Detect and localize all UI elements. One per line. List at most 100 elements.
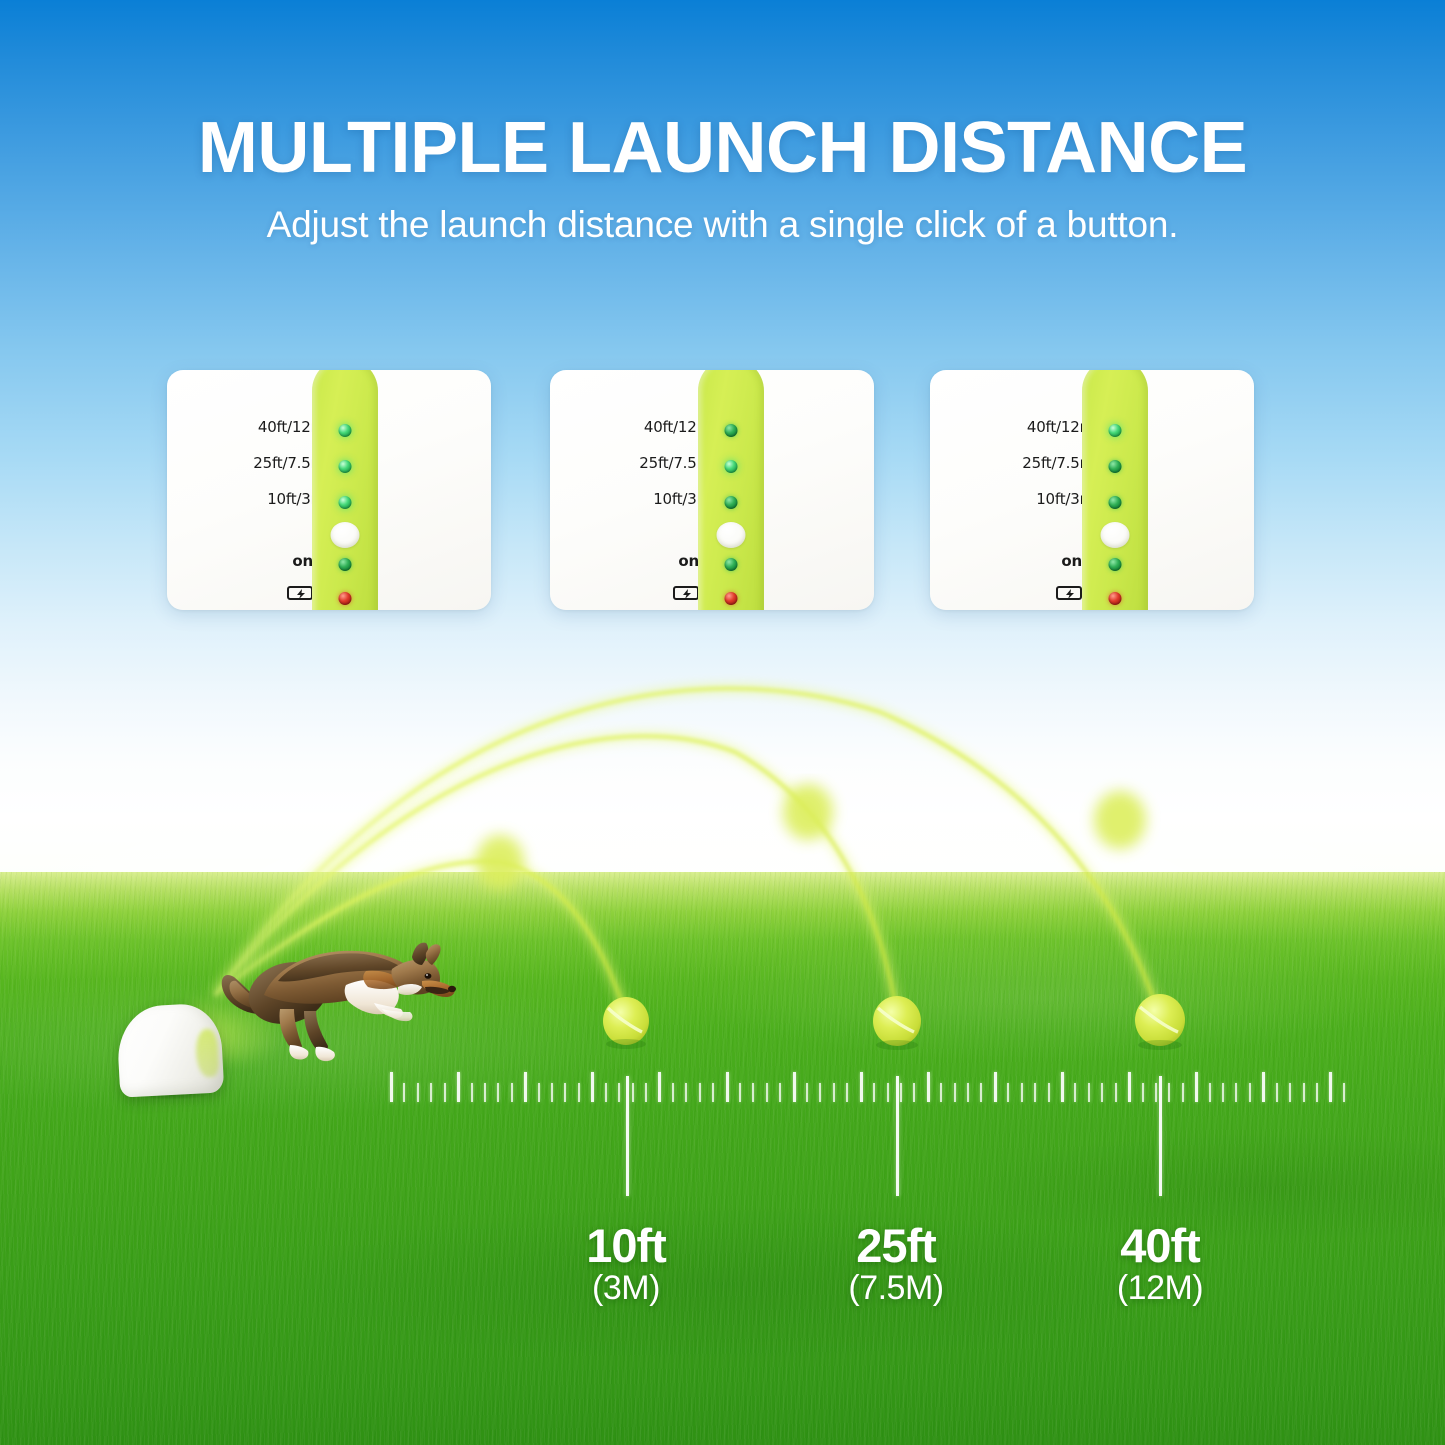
ruler-tick-minor bbox=[980, 1083, 983, 1102]
ball-launcher bbox=[110, 1002, 230, 1103]
ruler-tick-minor bbox=[416, 1083, 419, 1102]
distance-40ft-meters: (12M) bbox=[1116, 1269, 1204, 1307]
ruler-tick-minor bbox=[940, 1083, 943, 1102]
ruler-tick-minor bbox=[1034, 1083, 1037, 1102]
mode-button[interactable] bbox=[1100, 522, 1130, 548]
mode-button[interactable] bbox=[330, 522, 360, 548]
battery-charging-icon bbox=[287, 586, 316, 600]
ruler-tick-minor bbox=[832, 1083, 835, 1102]
panel-label-40ft: 40ft/12m bbox=[1026, 418, 1094, 436]
ruler-tick-minor bbox=[631, 1083, 634, 1102]
ruler-tick-minor bbox=[510, 1083, 513, 1102]
ruler-tick-minor bbox=[913, 1083, 916, 1102]
ruler-tick-minor bbox=[671, 1083, 674, 1102]
ruler-tick-minor bbox=[1222, 1083, 1225, 1102]
ruler-tick-minor bbox=[1020, 1083, 1023, 1102]
distance-25ft-feet: 25ft bbox=[856, 1219, 937, 1272]
mode-button[interactable] bbox=[716, 522, 746, 548]
led-power bbox=[724, 558, 738, 571]
panel-label-10ft: 10ft/3m bbox=[267, 490, 325, 508]
ruler-tick-major bbox=[725, 1072, 729, 1102]
ruler-tick-minor bbox=[537, 1083, 540, 1102]
marker-line-25ft bbox=[896, 1076, 899, 1196]
ruler-tick-major bbox=[457, 1072, 461, 1102]
ruler-tick-minor bbox=[483, 1083, 486, 1102]
ruler-tick-major bbox=[926, 1072, 930, 1102]
panel-label-25ft: 25ft/7.5m bbox=[639, 454, 711, 472]
led-10ft bbox=[1108, 496, 1122, 509]
ruler-tick-minor bbox=[685, 1083, 688, 1102]
ruler-tick-minor bbox=[470, 1083, 473, 1102]
led-10ft bbox=[724, 496, 738, 509]
ruler-tick-major bbox=[524, 1072, 528, 1102]
ruler-tick-minor bbox=[1289, 1083, 1292, 1102]
led-power bbox=[1108, 558, 1122, 571]
distance-25ft: 25ft (7.5M) bbox=[790, 1222, 1002, 1307]
ruler-tick-major bbox=[792, 1072, 796, 1102]
ruler-tick-minor bbox=[738, 1083, 741, 1102]
ruler-tick-major bbox=[993, 1072, 997, 1102]
ruler-tick-minor bbox=[1141, 1083, 1144, 1102]
ruler-tick-minor bbox=[497, 1083, 500, 1102]
battery-charging-icon bbox=[1056, 586, 1085, 600]
led-25ft bbox=[1108, 460, 1122, 473]
ruler-tick-minor bbox=[564, 1083, 567, 1102]
ruler-tick-minor bbox=[752, 1083, 755, 1102]
panel-label-25ft: 25ft/7.5m bbox=[253, 454, 325, 472]
ruler-tick-minor bbox=[1154, 1083, 1157, 1102]
ruler-tick-minor bbox=[1087, 1083, 1090, 1102]
led-40ft bbox=[724, 424, 738, 437]
ruler-tick-minor bbox=[1047, 1083, 1050, 1102]
battery-charging-icon bbox=[673, 586, 702, 600]
led-40ft bbox=[338, 424, 352, 437]
panel-label-40ft: 40ft/12m bbox=[643, 418, 711, 436]
panel-label-power: on bbox=[678, 552, 699, 570]
ruler-tick-minor bbox=[644, 1083, 647, 1102]
ruler-tick-minor bbox=[712, 1083, 715, 1102]
ruler-tick-minor bbox=[1168, 1083, 1171, 1102]
ruler-tick-minor bbox=[873, 1083, 876, 1102]
ruler-tick-minor bbox=[886, 1083, 889, 1102]
ruler-tick-minor bbox=[1248, 1083, 1251, 1102]
ruler-tick-minor bbox=[1342, 1083, 1345, 1102]
ruler-tick-minor bbox=[1208, 1083, 1211, 1102]
panel-label-25ft: 25ft/7.5m bbox=[1022, 454, 1094, 472]
panel-card-10ft[interactable]: 40ft/12m 25ft/7.5m 10ft/3m on bbox=[167, 370, 491, 610]
panel-card-25ft[interactable]: 40ft/12m 25ft/7.5m 10ft/3m on bbox=[550, 370, 874, 610]
page-subtitle: Adjust the launch distance with a single… bbox=[266, 204, 1179, 245]
ruler-tick-minor bbox=[846, 1083, 849, 1102]
ruler-tick-major bbox=[1262, 1072, 1266, 1102]
ruler-tick-minor bbox=[1315, 1083, 1318, 1102]
panel-label-10ft: 10ft/3m bbox=[1036, 490, 1094, 508]
ruler-tick-minor bbox=[1302, 1083, 1305, 1102]
ruler-tick-minor bbox=[403, 1083, 406, 1102]
led-25ft bbox=[724, 460, 738, 473]
horizon-haze bbox=[0, 700, 1445, 900]
led-strip bbox=[312, 370, 378, 610]
marker-line-10ft bbox=[626, 1076, 629, 1196]
distance-10ft: 10ft (3M) bbox=[526, 1222, 726, 1307]
ruler-tick-minor bbox=[604, 1083, 607, 1102]
ruler-tick-major bbox=[591, 1072, 595, 1102]
ruler-tick-minor bbox=[1007, 1083, 1010, 1102]
panel-label-40ft: 40ft/12m bbox=[257, 418, 325, 436]
panel-label-10ft: 10ft/3m bbox=[653, 490, 711, 508]
ruler-tick-major bbox=[859, 1072, 863, 1102]
led-strip bbox=[698, 370, 764, 610]
page-title: MULTIPLE LAUNCH DISTANCE bbox=[197, 108, 1248, 188]
ruler-tick-major bbox=[1329, 1072, 1333, 1102]
distance-25ft-meters: (7.5M) bbox=[848, 1269, 944, 1307]
led-10ft bbox=[338, 496, 352, 509]
ruler-tick-minor bbox=[698, 1083, 701, 1102]
ruler-tick-major bbox=[1195, 1072, 1199, 1102]
ruler-tick-minor bbox=[1114, 1083, 1117, 1102]
led-strip bbox=[1082, 370, 1148, 610]
panel-label-power: on bbox=[292, 552, 313, 570]
led-25ft bbox=[338, 460, 352, 473]
panel-label-power: on bbox=[1061, 552, 1082, 570]
panel-card-40ft[interactable]: 40ft/12m 25ft/7.5m 10ft/3m on bbox=[930, 370, 1254, 610]
ruler-tick-minor bbox=[443, 1083, 446, 1102]
ruler-tick-major bbox=[658, 1072, 662, 1102]
led-power bbox=[338, 558, 352, 571]
ruler-tick-minor bbox=[1101, 1083, 1104, 1102]
